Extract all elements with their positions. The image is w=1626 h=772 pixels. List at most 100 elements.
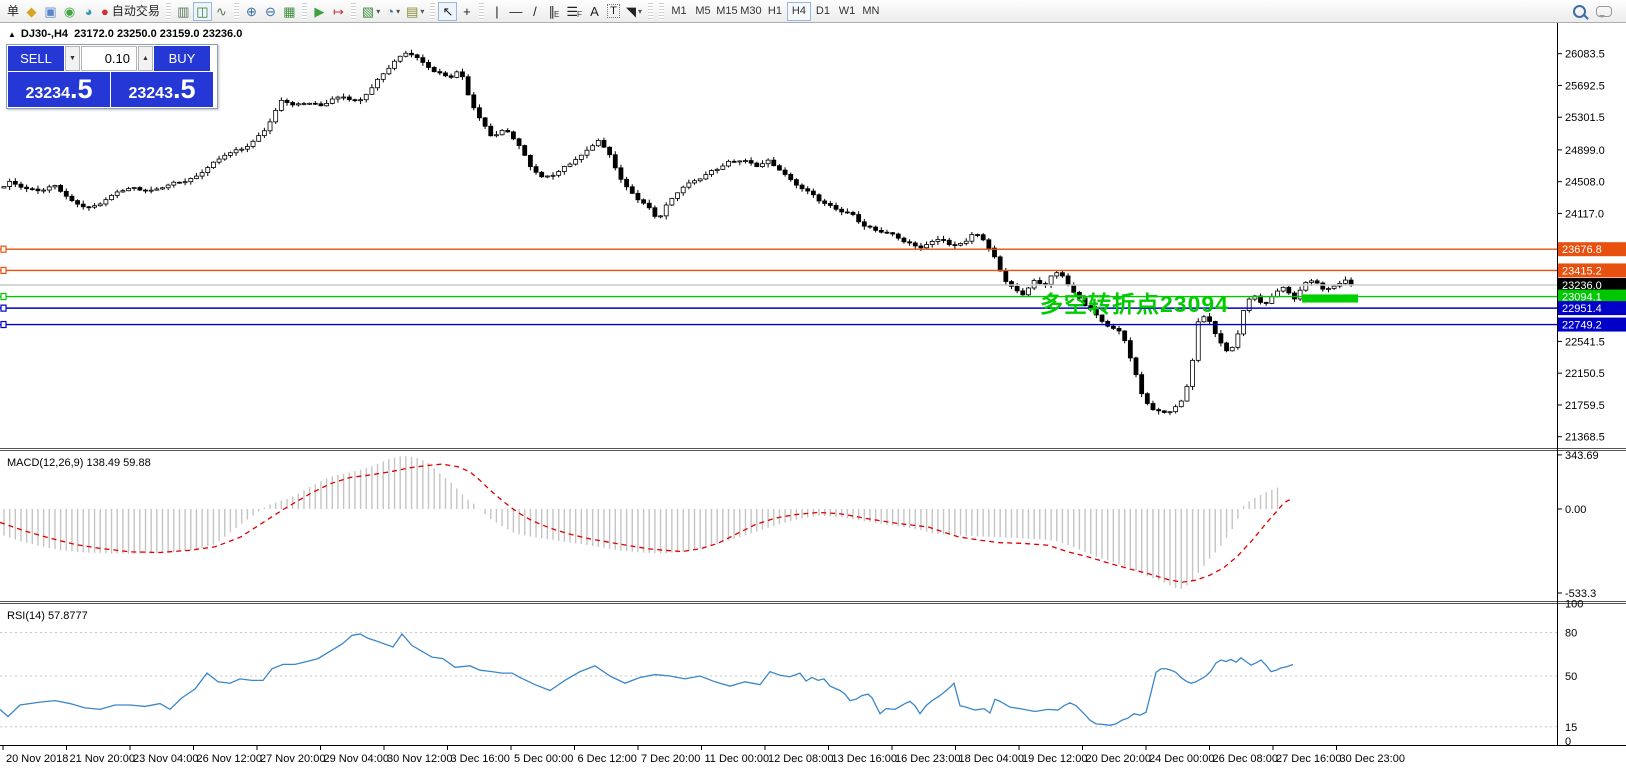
symbol-header: ▲ DJ30-,H4 23172.0 23250.0 23159.0 23236.… — [8, 28, 242, 40]
chart-canvas[interactable]: 26083.5 25692.5 25301.5 24899.0 24508.0 24117… — [0, 23, 1626, 772]
svg-text:13 Dec 16:00: 13 Dec 16:00 — [832, 753, 897, 765]
window-marker-icon: ▲ — [8, 30, 16, 39]
toolbar-separator — [350, 2, 356, 20]
svg-text:0: 0 — [1565, 736, 1571, 748]
macd-values: 138.49 59.88 — [86, 457, 151, 469]
timeframe-m15[interactable]: M15 — [716, 5, 738, 17]
text-label-tool[interactable]: T — [604, 2, 623, 21]
fibonacci-tool[interactable]: ☰ F — [566, 3, 582, 19]
svg-text:26083.5: 26083.5 — [1565, 49, 1605, 61]
arrows-tool[interactable]: ◥ ▾ — [625, 3, 642, 19]
new-chart-button[interactable]: ▧ ▾ — [361, 3, 381, 19]
buy-button[interactable]: BUY — [154, 46, 210, 71]
timeframe-mn[interactable]: MN — [862, 5, 880, 17]
text-tool[interactable]: A — [590, 3, 599, 19]
timeframe-h1[interactable]: H1 — [767, 5, 782, 17]
channel-tool[interactable]: ∥ E — [548, 3, 560, 19]
chart-window: 26083.5 25692.5 25301.5 24899.0 24508.0 24117… — [0, 23, 1626, 772]
timeframe-m5[interactable]: M5 — [695, 5, 711, 17]
svg-text:20 Dec 20:00: 20 Dec 20:00 — [1086, 753, 1151, 765]
dropdown-arrow-icon: ▾ — [637, 6, 642, 16]
line-chart-icon[interactable]: ∿ — [215, 3, 227, 19]
buy-price-button[interactable]: 23243 .5 — [111, 72, 213, 107]
svg-text:29 Nov 04:00: 29 Nov 04:00 — [324, 753, 389, 765]
market-watch-icon[interactable]: ◆ — [26, 3, 37, 19]
svg-text:26 Dec 08:00: 26 Dec 08:00 — [1213, 753, 1278, 765]
templates-button[interactable]: ▤ ▾ — [406, 3, 425, 19]
main-toolbar: 单 ◆ ▣ ◉ ◕ ● 自动交易 ▥ ◫ ∿ ⊕ ⊖ ▦ ▶ ↦ ▧ ▾ ◔ ▾ ▤ ▾ ↖ + | — / ∥ E ☰ F A T ◥ ▾ M1 M… — [0, 0, 1626, 23]
new-order-button[interactable]: 单 — [7, 3, 20, 18]
symbol-name: DJ30-,H4 — [20, 28, 68, 40]
svg-text:50: 50 — [1565, 671, 1577, 683]
svg-text:21368.5: 21368.5 — [1565, 432, 1605, 444]
timeframe-m1[interactable]: M1 — [671, 5, 687, 17]
toolbar-separator — [430, 2, 436, 20]
toolbar-separator — [165, 2, 171, 20]
svg-text:23 Nov 04:00: 23 Nov 04:00 — [133, 753, 198, 765]
volume-decrease-button[interactable]: ▼ — [65, 46, 80, 71]
candlestick-chart-icon[interactable]: ◫ — [192, 1, 212, 21]
timeframe-h4[interactable]: H4 — [786, 1, 811, 21]
svg-text:22541.5: 22541.5 — [1565, 336, 1605, 348]
svg-text:16 Dec 23:00: 16 Dec 23:00 — [895, 753, 960, 765]
svg-text:20 Nov 2018: 20 Nov 2018 — [6, 753, 68, 765]
svg-text:26 Nov 12:00: 26 Nov 12:00 — [197, 753, 262, 765]
toolbar-separator — [647, 2, 653, 20]
market-icon[interactable]: ◕ — [84, 3, 93, 19]
data-window-icon[interactable]: ◉ — [63, 3, 76, 19]
svg-text:6 Dec 12:00: 6 Dec 12:00 — [578, 753, 637, 765]
timeframe-d1[interactable]: D1 — [815, 5, 830, 17]
toolbar-separator — [301, 2, 307, 20]
svg-text:18 Dec 04:00: 18 Dec 04:00 — [959, 753, 1024, 765]
zoom-in-icon[interactable]: ⊕ — [245, 3, 257, 19]
volume-increase-button[interactable]: ▲ — [138, 46, 153, 71]
volume-input[interactable] — [81, 46, 137, 71]
auto-scroll-icon[interactable]: ▶ — [314, 3, 325, 19]
timeframe-w1[interactable]: W1 — [838, 5, 856, 17]
svg-text:3 Dec 16:00: 3 Dec 16:00 — [451, 753, 510, 765]
chart-shift-icon[interactable]: ↦ — [332, 3, 344, 19]
sell-price-button[interactable]: 23234 .5 — [8, 72, 110, 107]
svg-text:-533.3: -533.3 — [1565, 588, 1596, 600]
crosshair-tool[interactable]: + — [463, 3, 471, 19]
symbol-ohlc: 23172.0 23250.0 23159.0 23236.0 — [74, 28, 243, 40]
svg-text:22150.5: 22150.5 — [1565, 368, 1605, 380]
macd-label: MACD(12,26,9) 138.49 59.88 — [7, 457, 151, 469]
toolbar-right-group — [1573, 4, 1626, 18]
buy-price-main: 23243 — [128, 85, 173, 102]
toolbar-separator — [233, 2, 239, 20]
sell-price-frac: .5 — [69, 74, 93, 104]
periods-button[interactable]: ◔ ▾ — [386, 3, 401, 19]
svg-text:343.69: 343.69 — [1565, 450, 1599, 462]
svg-text:0.00: 0.00 — [1565, 504, 1586, 516]
svg-text:19 Dec 12:00: 19 Dec 12:00 — [1022, 753, 1087, 765]
trendline-tool[interactable]: / — [533, 3, 537, 19]
bar-chart-icon[interactable]: ▥ — [177, 3, 190, 19]
svg-text:22951.4: 22951.4 — [1562, 303, 1602, 315]
svg-text:21 Nov 20:00: 21 Nov 20:00 — [70, 753, 135, 765]
zoom-out-icon[interactable]: ⊖ — [264, 3, 276, 19]
svg-text:23676.8: 23676.8 — [1562, 244, 1602, 256]
dropdown-arrow-icon: ▾ — [420, 6, 425, 16]
horizontal-line-tool[interactable]: — — [509, 3, 523, 19]
svg-text:30 Nov 12:00: 30 Nov 12:00 — [387, 753, 452, 765]
timeframe-m30[interactable]: M30 — [740, 5, 762, 17]
svg-text:80: 80 — [1565, 628, 1577, 640]
svg-text:12 Dec 08:00: 12 Dec 08:00 — [768, 753, 833, 765]
toolbar-separator — [658, 2, 664, 20]
chat-icon[interactable] — [1596, 5, 1612, 18]
svg-text:21759.5: 21759.5 — [1565, 400, 1605, 412]
sell-button[interactable]: SELL — [8, 46, 64, 71]
dropdown-arrow-icon: ▾ — [396, 6, 401, 16]
rsi-label: RSI(14) 57.8777 — [7, 610, 88, 622]
svg-text:100: 100 — [1565, 599, 1583, 611]
svg-text:30 Dec 23:00: 30 Dec 23:00 — [1340, 753, 1405, 765]
search-icon[interactable] — [1573, 4, 1586, 18]
cursor-tool[interactable]: ↖ — [438, 1, 458, 21]
tile-windows-icon[interactable]: ▦ — [283, 3, 296, 19]
autotrading-button[interactable]: ● 自动交易 — [101, 3, 160, 19]
svg-text:25692.5: 25692.5 — [1565, 80, 1605, 92]
navigator-icon[interactable]: ▣ — [44, 3, 57, 19]
svg-text:23236.0: 23236.0 — [1562, 280, 1602, 292]
vertical-line-tool[interactable]: | — [495, 3, 499, 19]
